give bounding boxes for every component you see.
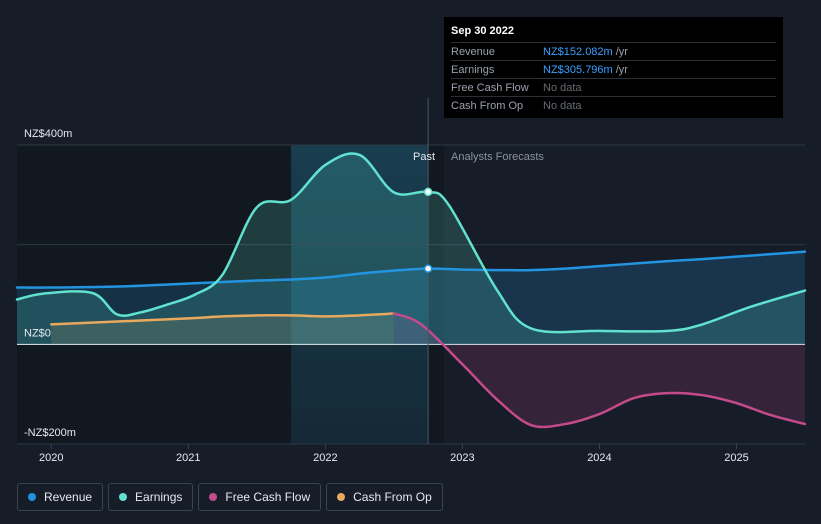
tooltip-row-earnings: Earnings NZ$305.796m /yr: [451, 60, 776, 78]
tooltip-label: Free Cash Flow: [451, 81, 529, 94]
y-tick-label: -NZ$200m: [24, 427, 76, 439]
tooltip-unit: /yr: [615, 63, 628, 76]
earnings-marker: [423, 187, 433, 197]
x-tick-label: 2021: [176, 452, 200, 464]
tooltip-date: Sep 30 2022: [451, 25, 514, 37]
earnings-line: [15, 152, 807, 334]
earnings-dot-icon: [119, 493, 128, 501]
y-tick-label: NZ$0: [24, 327, 51, 339]
revenue-area: [17, 251, 805, 345]
x-tick-label: 2020: [39, 452, 63, 464]
tooltip-value: No data: [543, 99, 582, 112]
revenue-dot-icon: [28, 493, 36, 501]
tooltip-value: NZ$152.082m: [543, 45, 613, 58]
past-label: Past: [413, 151, 435, 163]
tooltip-unit: /yr: [615, 45, 628, 58]
tooltip: Sep 30 2022 Revenue NZ$152.082m /yr Earn…: [444, 17, 783, 118]
tooltip-row-revenue: Revenue NZ$152.082m /yr: [451, 42, 776, 60]
earnings-area: [17, 153, 805, 345]
legend-item-free-cash-flow[interactable]: Free Cash Flow: [198, 483, 322, 511]
x-tick-label: 2024: [587, 452, 611, 464]
tooltip-label: Revenue: [451, 45, 496, 58]
legend-label: Earnings: [135, 490, 183, 504]
cash-from-op-line: [50, 312, 396, 326]
tooltip-label: Cash From Op: [451, 99, 524, 112]
tooltip-value: NZ$305.796m: [543, 63, 613, 76]
legend-label: Cash From Op: [353, 490, 432, 504]
y-tick-label: NZ$400m: [24, 128, 72, 140]
revenue-marker: [423, 264, 433, 273]
legend-item-earnings[interactable]: Earnings: [108, 483, 194, 511]
x-tick-label: 2023: [450, 452, 474, 464]
tooltip-label: Earnings: [451, 63, 495, 76]
free-cash-flow-line: [392, 312, 807, 429]
revenue-line: [15, 250, 807, 289]
legend-item-cash-from-op[interactable]: Cash From Op: [326, 483, 443, 511]
legend: Revenue Earnings Free Cash Flow Cash Fro…: [17, 483, 443, 511]
x-tick-label: 2022: [313, 452, 337, 464]
forecast-label: Analysts Forecasts: [451, 151, 544, 163]
legend-label: Revenue: [44, 490, 93, 504]
tooltip-value: No data: [543, 81, 582, 94]
tooltip-row-cash-from-op: Cash From Op No data: [451, 96, 776, 114]
cash-from-op-dot-icon: [337, 493, 346, 501]
x-tick-label: 2025: [724, 452, 748, 464]
tooltip-row-free-cash-flow: Free Cash Flow No data: [451, 78, 776, 96]
legend-item-revenue[interactable]: Revenue: [17, 483, 104, 511]
free-cash-flow-dot-icon: [209, 493, 218, 501]
legend-label: Free Cash Flow: [225, 490, 311, 504]
